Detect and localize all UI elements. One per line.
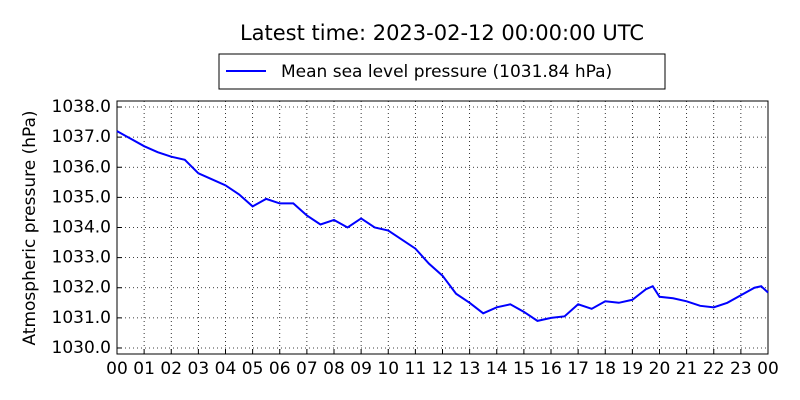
y-tick-label: 1036.0 [52, 157, 111, 177]
x-tick-label: 02 [160, 359, 182, 379]
y-tick-label: 1035.0 [52, 187, 111, 207]
x-tick-label: 00 [106, 359, 128, 379]
x-tick-label: 01 [133, 359, 155, 379]
legend-box [218, 53, 666, 90]
x-tick-label: 14 [486, 359, 508, 379]
x-tick-label: 06 [269, 359, 291, 379]
x-tick-label: 13 [459, 359, 481, 379]
x-tick-label: 23 [730, 359, 752, 379]
x-tick-label: 07 [296, 359, 318, 379]
x-tick-label: 00 [757, 359, 779, 379]
y-tick-label: 1037.0 [52, 127, 111, 147]
x-tick-label: 21 [676, 359, 698, 379]
x-tick-label: 11 [405, 359, 427, 379]
legend-label: Mean sea level pressure (1031.84 hPa) [281, 62, 612, 82]
chart-title: Latest time: 2023-02-12 00:00:00 UTC [240, 21, 644, 45]
line-series [116, 130, 769, 322]
x-tick-label: 16 [540, 359, 562, 379]
x-tick-label: 03 [188, 359, 210, 379]
x-tick-label: 08 [323, 359, 345, 379]
x-tick-label: 22 [703, 359, 725, 379]
x-tick-label: 04 [215, 359, 237, 379]
x-tick-label: 17 [567, 359, 589, 379]
x-tick-label: 09 [350, 359, 372, 379]
x-tick-label: 05 [242, 359, 264, 379]
y-tick-label: 1033.0 [52, 248, 111, 268]
y-tick-label: 1031.0 [52, 308, 111, 328]
y-tick-label: 1038.0 [52, 97, 111, 117]
x-tick-label: 12 [432, 359, 454, 379]
x-tick-label: 19 [622, 359, 644, 379]
plot-frame [116, 100, 769, 355]
x-tick-label: 10 [377, 359, 399, 379]
x-tick-label: 18 [594, 359, 616, 379]
y-tick-label: 1034.0 [52, 218, 111, 238]
y-axis-label: Atmospheric pressure (hPa) [20, 110, 40, 345]
y-tick-label: 1030.0 [52, 338, 111, 358]
x-tick-label: 15 [513, 359, 535, 379]
x-tick-label: 20 [649, 359, 671, 379]
y-tick-label: 1032.0 [52, 278, 111, 298]
